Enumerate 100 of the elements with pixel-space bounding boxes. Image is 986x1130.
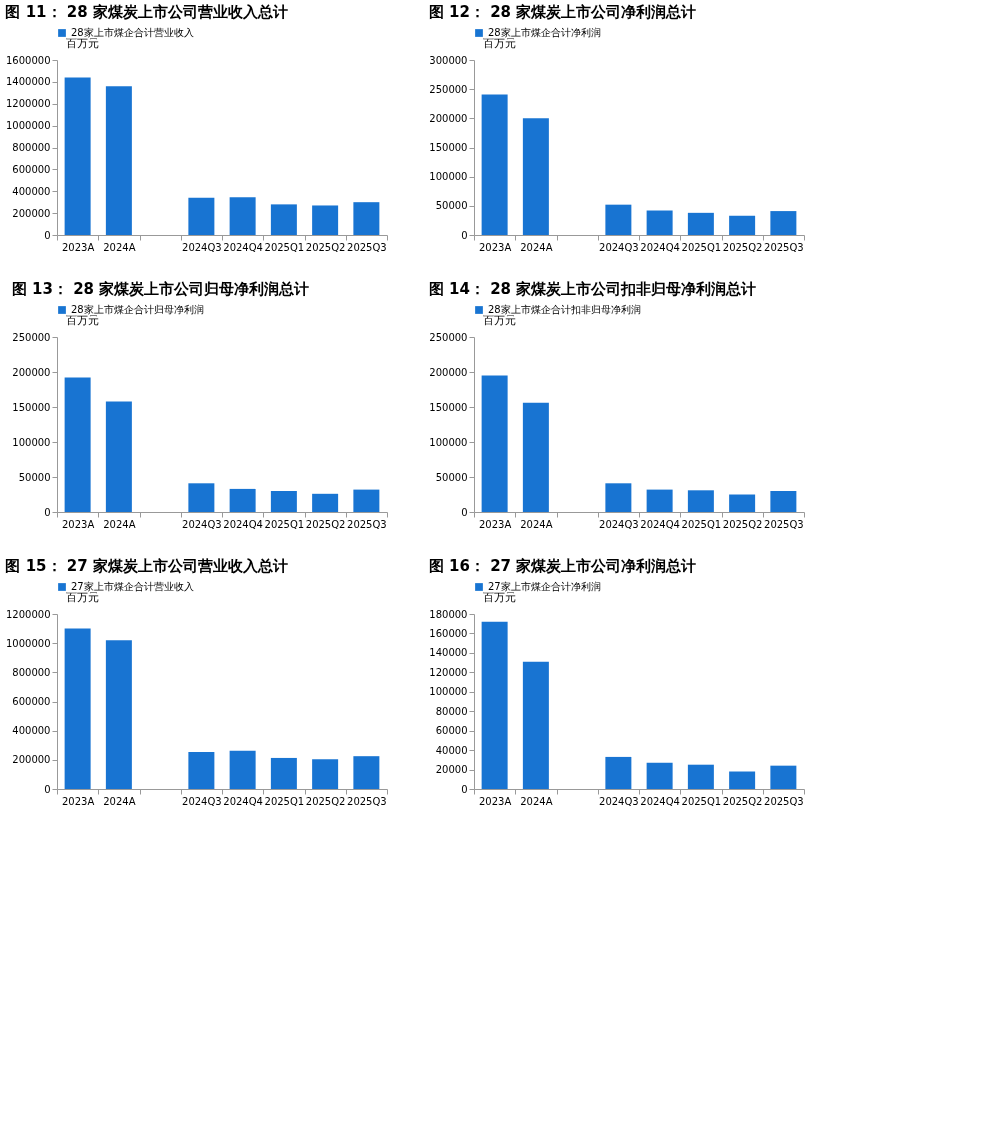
x-tick-label: 2024Q4 [640,518,680,530]
y-tick-label: 0 [44,783,51,795]
x-tick-label: 2025Q3 [764,795,804,807]
y-tick-label: 50000 [18,471,51,483]
bar [229,750,256,789]
bar [270,204,297,235]
bar [64,377,91,512]
y-tick-label: 600000 [12,696,51,707]
y-tick-label: 80000 [435,705,468,717]
legend-label: 27家上市煤企合计营业收入 [71,581,194,592]
y-tick-label: 250000 [429,331,468,343]
bar [687,490,714,512]
y-tick-label: 200000 [12,754,51,766]
chart-title: 图 11： 28 家煤炭上市公司营业收入总计 [5,3,288,21]
bar [353,202,380,235]
x-tick-label: 2025Q2 [305,241,346,253]
y-tick-label: 300000 [429,54,468,66]
y-tick-label: 250000 [12,331,51,343]
y-tick-label: 600000 [12,163,51,175]
y-tick-label: 50000 [435,471,468,483]
x-tick-label: 2024A [520,795,553,807]
bar [522,402,549,512]
x-tick-label: 2025Q2 [722,241,763,253]
y-tick-label: 1200000 [5,608,51,620]
bar [770,765,797,789]
x-tick-label: 2025Q1 [681,241,722,253]
bar [105,640,132,789]
bar [270,757,297,789]
y-tick-label: 100000 [429,686,468,698]
x-tick-label: 2025Q1 [681,795,722,807]
x-tick-label: 2025Q3 [764,241,804,253]
bar [522,661,549,789]
y-tick-label: 0 [44,506,51,518]
bar [770,211,797,235]
bar [729,771,756,789]
x-tick-label: 2024Q3 [599,795,639,807]
bar [64,77,91,235]
y-tick-label: 0 [461,783,468,795]
x-tick-label: 2024A [103,241,136,253]
bar [770,491,797,512]
x-tick-label: 2024Q4 [640,241,680,253]
x-tick-label: 2025Q3 [347,241,387,253]
chart-title: 图 15： 27 家煤炭上市公司营业收入总计 [5,557,288,575]
y-tick-label: 0 [461,229,468,241]
x-tick-label: 2023A [478,518,512,530]
y-tick-label: 100000 [429,436,468,448]
bar [729,494,756,512]
x-tick-label: 2024Q3 [599,518,639,530]
x-tick-label: 2024Q3 [182,795,222,807]
y-tick-label: 1000000 [5,637,51,649]
y-tick-label: 150000 [12,401,51,413]
y-tick-label: 150000 [429,142,468,153]
bar [188,197,215,235]
x-tick-label: 2024Q4 [640,795,680,807]
x-tick-label: 2025Q3 [347,795,387,807]
y-tick-label: 1400000 [5,76,51,88]
y-tick-label: 60000 [435,725,468,737]
y-tick-label: 100000 [429,171,468,183]
y-tick-label: 180000 [429,608,468,620]
x-tick-label: 2025Q1 [681,518,722,530]
y-tick-label: 800000 [12,666,51,678]
bar [522,118,549,235]
x-tick-label: 2025Q1 [264,518,305,530]
chart-title: 图 16： 27 家煤炭上市公司净利润总计 [428,557,697,575]
bar [312,205,339,235]
x-tick-label: 2024A [520,241,553,253]
legend-label: 27家上市煤企合计净利润 [488,581,601,592]
y-tick-label: 150000 [429,401,468,413]
x-tick-label: 2023A [478,241,512,253]
bar [188,483,215,512]
x-tick-label: 2024Q3 [182,518,222,530]
chart-title: 图 13： 28 家煤炭上市公司归母净利润总计 [11,280,310,298]
bar [481,621,508,789]
legend-label: 28家上市煤企合计扣非归母净利润 [488,304,641,315]
y-tick-label: 140000 [429,647,468,659]
y-tick-label: 400000 [12,185,51,197]
y-tick-label: 120000 [429,666,468,678]
y-tick-label: 400000 [12,725,51,737]
y-tick-label: 200000 [12,207,51,219]
bar [188,752,215,789]
y-tick-label: 1000000 [5,120,51,132]
x-tick-label: 2025Q1 [264,795,305,807]
x-tick-label: 2023A [61,518,95,530]
bar [312,759,339,789]
bar [312,493,339,512]
y-tick-label: 160000 [429,627,468,639]
x-tick-label: 2024Q4 [223,241,263,253]
bar [687,212,714,235]
y-tick-label: 200000 [429,112,468,124]
y-tick-label: 100000 [12,436,51,448]
x-tick-label: 2024A [103,518,136,530]
x-tick-label: 2024A [103,795,136,807]
y-tick-label: 40000 [435,744,468,756]
bar [353,756,380,789]
bar [605,204,632,235]
bar [729,215,756,235]
bar [353,489,380,512]
bar [646,762,673,789]
bar [605,756,632,789]
y-tick-label: 20000 [435,764,468,776]
